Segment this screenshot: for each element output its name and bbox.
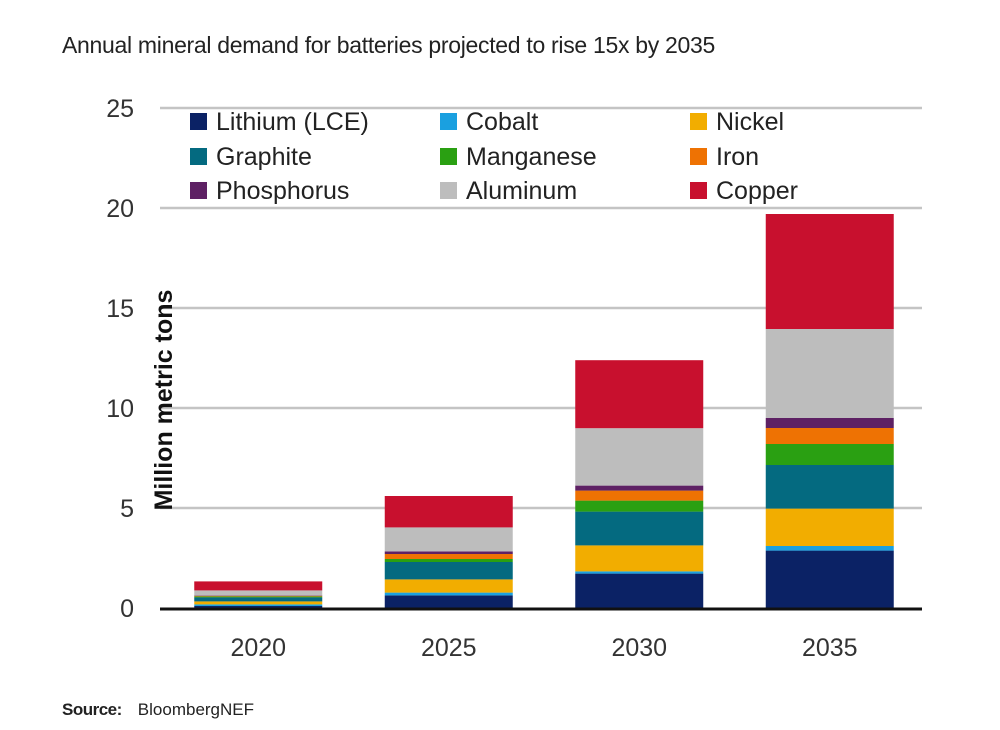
x-tick-label: 2030 [611, 634, 667, 662]
legend-swatch [690, 148, 707, 165]
legend-swatch [190, 148, 207, 165]
bar-segment-iron [384, 554, 513, 559]
bar-segment-copper [194, 581, 323, 591]
bar-segment-nickel [575, 545, 704, 572]
bar-segment-manganese [194, 596, 323, 598]
bar-segment-phosphorus [765, 418, 894, 428]
bar-segment-aluminum [765, 329, 894, 418]
legend-swatch [440, 148, 457, 165]
bar-segment-cobalt [384, 592, 513, 596]
bar-segment-graphite [765, 465, 894, 509]
x-tick-label: 2020 [230, 634, 286, 662]
legend-swatch [440, 113, 457, 130]
y-tick-label: 25 [106, 95, 134, 123]
bar-segment-manganese [575, 500, 704, 512]
bar-segment-copper [384, 496, 513, 528]
bar-segment-graphite [194, 597, 323, 602]
source-note: Source: BloombergNEF [62, 700, 254, 720]
bar-segment-iron [575, 490, 704, 501]
legend-label: Cobalt [466, 108, 538, 136]
bar-segment-iron [194, 595, 323, 597]
bar-segment-aluminum [384, 527, 513, 552]
legend-swatch [690, 113, 707, 130]
x-tick-label: 2035 [802, 634, 858, 662]
y-axis-label: Million metric tons [150, 290, 178, 511]
y-tick-label: 5 [120, 495, 134, 523]
legend-label: Manganese [466, 143, 597, 171]
bar-segment-graphite [384, 562, 513, 580]
chart-title: Annual mineral demand for batteries proj… [62, 32, 716, 58]
bar-segment-cobalt [765, 546, 894, 551]
y-tick-label: 20 [106, 195, 134, 223]
x-tick-label: 2025 [421, 634, 477, 662]
bar-segment-lithium-lce [575, 573, 704, 608]
bar-segment-lithium-lce [384, 595, 513, 608]
bar-segment-copper [765, 214, 894, 329]
legend-swatch [190, 182, 207, 199]
y-tick-label: 10 [106, 395, 134, 423]
legend-swatch [190, 113, 207, 130]
bar-segment-lithium-lce [194, 606, 323, 608]
bar-segment-cobalt [194, 604, 323, 606]
legend-label: Phosphorus [216, 177, 349, 205]
bar-segment-aluminum [194, 590, 323, 596]
source-label: Source: [62, 700, 122, 719]
bar-segment-nickel [194, 601, 323, 605]
legend-label: Aluminum [466, 177, 577, 205]
legend-label: Nickel [716, 108, 784, 136]
bar-segment-phosphorus [384, 551, 513, 554]
bar-segment-lithium-lce [765, 550, 894, 608]
legend-label: Graphite [216, 143, 312, 171]
bar-segment-cobalt [575, 571, 704, 574]
bar-segment-manganese [384, 559, 513, 562]
legend-swatch [440, 182, 457, 199]
y-tick-label: 15 [106, 295, 134, 323]
legend-swatch [690, 182, 707, 199]
bar-segment-manganese [765, 444, 894, 465]
bar-segment-phosphorus [575, 485, 704, 491]
legend-label: Copper [716, 177, 798, 205]
legend-label: Iron [716, 143, 759, 171]
bar-segment-copper [575, 360, 704, 429]
bar-segment-aluminum [575, 428, 704, 486]
bar-segment-iron [765, 428, 894, 444]
legend-label: Lithium (LCE) [216, 108, 369, 136]
bar-segment-nickel [765, 508, 894, 546]
bar-segment-nickel [384, 579, 513, 593]
y-tick-label: 0 [120, 595, 134, 623]
source-value: BloombergNEF [137, 700, 255, 719]
bar-segment-graphite [575, 511, 704, 546]
